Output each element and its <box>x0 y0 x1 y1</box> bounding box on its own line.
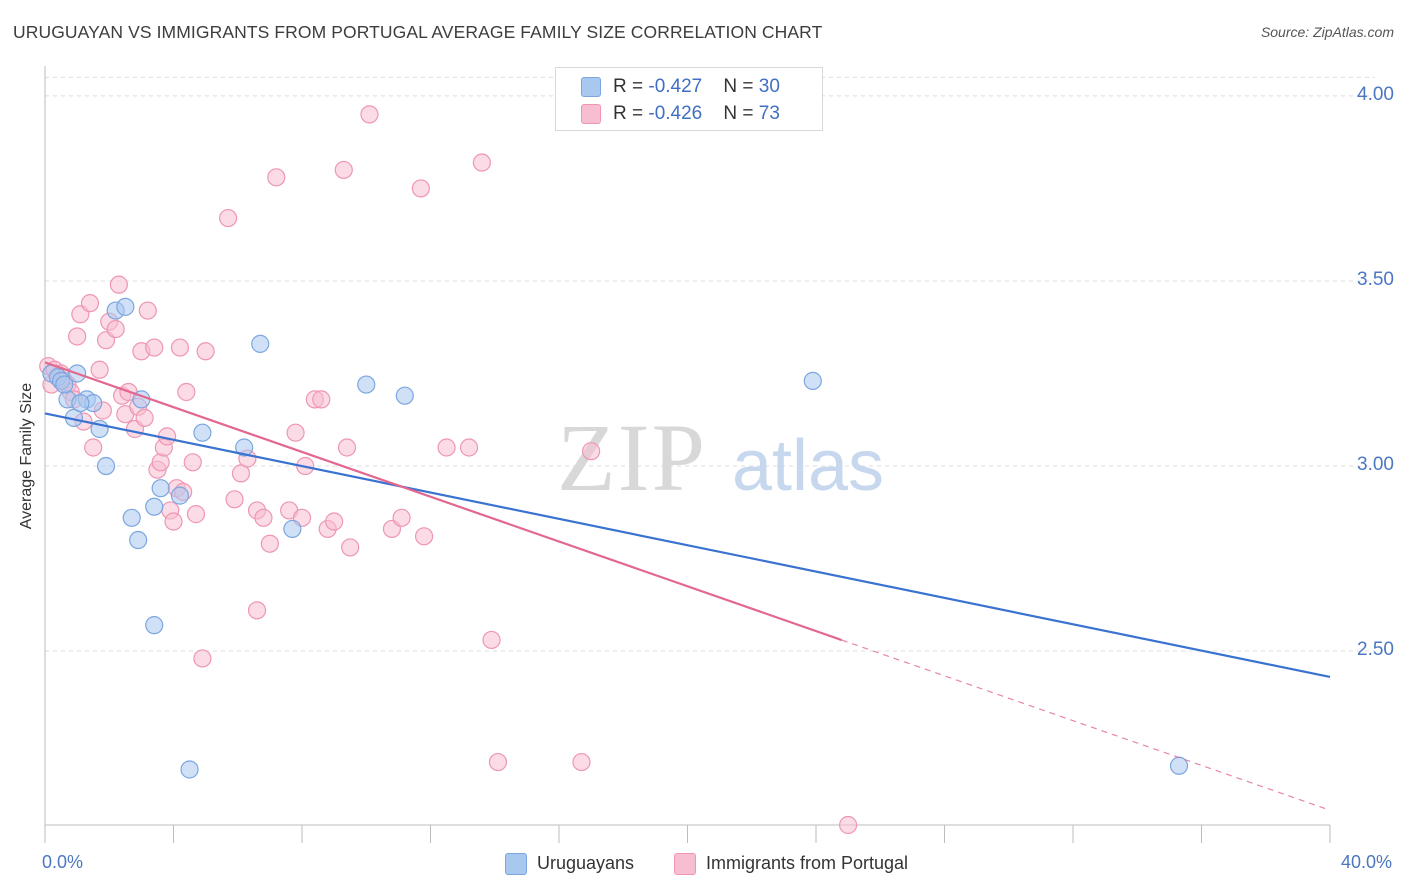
data-point-portugal <box>482 630 501 650</box>
data-point-portugal <box>437 438 456 457</box>
data-point-portugal <box>414 527 434 546</box>
x-tick-max: 40.0% <box>1340 852 1392 872</box>
data-point-uruguayan <box>71 393 90 413</box>
data-point-portugal <box>254 508 273 527</box>
data-point-portugal <box>260 534 279 553</box>
data-point-portugal <box>109 275 128 294</box>
data-point-uruguayan <box>180 760 199 779</box>
trend-lines <box>44 361 1331 811</box>
data-point-portugal <box>68 327 87 346</box>
data-point-uruguayan <box>235 438 254 457</box>
legend-swatch-portugal <box>674 853 696 875</box>
data-point-uruguayan <box>151 479 170 498</box>
legend-swatch-uruguayans <box>505 853 527 875</box>
data-point-portugal <box>196 342 215 361</box>
y-tick-label: 2.50 <box>1357 639 1394 661</box>
data-point-uruguayan <box>395 386 414 405</box>
watermark-atlas: atlas <box>732 426 884 506</box>
data-point-portugal <box>219 208 238 228</box>
data-point-portugal <box>84 438 103 457</box>
data-point-portugal <box>582 442 601 461</box>
chart-title: URUGUAYAN VS IMMIGRANTS FROM PORTUGAL AV… <box>13 22 823 42</box>
data-point-uruguayan <box>803 371 822 390</box>
data-point-portugal <box>337 438 357 457</box>
data-point-portugal <box>459 438 479 457</box>
data-point-portugal <box>138 301 157 320</box>
data-point-portugal <box>312 390 331 409</box>
axes <box>44 66 1331 843</box>
data-point-portugal <box>286 423 305 442</box>
data-point-uruguayan <box>145 497 164 516</box>
data-point-portugal <box>177 382 196 402</box>
data-point-portugal <box>341 538 360 557</box>
data-point-portugal <box>472 153 491 172</box>
watermark: ZIP atlas <box>557 404 884 511</box>
legend-text-row1: R = -0.427 N = 30 <box>613 76 780 97</box>
y-tick-label: 3.00 <box>1357 454 1394 475</box>
y-tick-label: 3.50 <box>1357 268 1394 290</box>
data-point-uruguayan <box>283 519 302 539</box>
data-point-portugal <box>247 601 267 620</box>
data-point-portugal <box>360 105 379 124</box>
data-point-portugal <box>170 338 190 357</box>
legend-text-row2: R = -0.426 N = 73 <box>613 103 780 124</box>
x-tick-min: 0.0% <box>42 852 84 872</box>
data-point-portugal <box>411 179 430 198</box>
watermark-zip: ZIP <box>557 404 707 511</box>
legend-swatch-pink <box>581 104 601 124</box>
data-point-uruguayan <box>145 616 164 635</box>
correlation-legend: R = -0.427 N = 30 R = -0.426 N = 73 <box>555 67 823 131</box>
source-label: Source: ZipAtlas.com <box>1260 24 1394 40</box>
data-point-portugal <box>145 338 164 357</box>
data-point-portugal <box>164 512 183 531</box>
legend-label-uruguayans: Uruguayans <box>537 853 635 873</box>
data-point-uruguayan <box>116 297 135 316</box>
data-point-portugal <box>151 453 170 472</box>
data-point-portugal <box>80 294 100 313</box>
data-point-portugal <box>572 752 591 772</box>
data-point-uruguayan <box>55 375 74 394</box>
data-point-portugal <box>225 490 244 509</box>
trend-line-portugal-solid <box>44 361 843 642</box>
data-point-uruguayan <box>96 456 116 476</box>
data-point-portugal <box>488 752 508 772</box>
data-point-portugal <box>90 360 109 379</box>
data-point-portugal <box>135 408 154 427</box>
data-point-uruguayan <box>251 334 270 353</box>
data-point-uruguayan <box>122 508 141 527</box>
data-point-uruguayan <box>129 530 148 550</box>
trend-line-portugal-dashed <box>841 639 1331 811</box>
data-point-uruguayan <box>193 423 212 442</box>
trend-line-uruguayans-solid <box>44 412 1331 679</box>
data-point-portugal <box>183 453 202 472</box>
data-point-portugal <box>392 508 411 527</box>
legend-swatch-blue <box>581 77 601 97</box>
data-point-portugal <box>193 649 212 668</box>
data-point-uruguayan <box>170 486 190 505</box>
data-point-portugal <box>839 815 858 835</box>
data-point-portugal <box>106 319 125 339</box>
y-tick-label: 4.00 <box>1357 83 1394 105</box>
grid-lines <box>45 76 1375 652</box>
series-legend: Uruguayans Immigrants from Portugal <box>0 852 1406 878</box>
data-point-portugal <box>325 512 344 531</box>
legend-label-portugal: Immigrants from Portugal <box>706 853 909 873</box>
data-point-portugal <box>334 160 353 180</box>
data-point-portugal <box>186 505 206 524</box>
data-point-uruguayan <box>357 375 376 394</box>
data-point-portugal <box>267 168 286 187</box>
series-uruguayans-points <box>42 297 1189 779</box>
